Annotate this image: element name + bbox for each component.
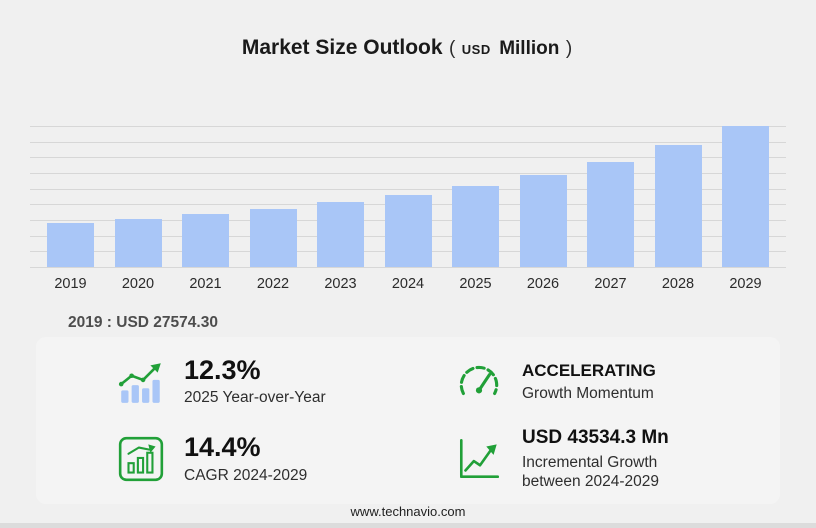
bars <box>30 126 786 267</box>
stat-incremental-text: USD 43534.3 Mn Incremental Growth betwee… <box>522 427 712 492</box>
bar-2027 <box>587 161 634 267</box>
title-currency: USD <box>461 42 491 57</box>
stat-momentum-value: ACCELERATING <box>522 360 656 380</box>
gridline <box>30 141 786 143</box>
gridline <box>30 157 786 159</box>
plot-area <box>30 126 786 268</box>
stat-cell-momentum: ACCELERATING Growth Momentum <box>408 343 780 421</box>
bar-2022 <box>249 208 297 267</box>
bar-2019 <box>47 223 94 267</box>
x-tick-2024: 2024 <box>391 276 425 292</box>
stat-cagr-text: 14.4% CAGR 2024-2029 <box>184 433 307 485</box>
gridline <box>30 188 786 190</box>
stat-yoy-label: 2025 Year-over-Year <box>184 389 326 407</box>
x-tick-2026: 2026 <box>526 276 560 292</box>
bar-2023 <box>317 202 364 267</box>
gridline <box>30 173 786 174</box>
gridline <box>30 126 786 127</box>
x-tick-2025: 2025 <box>459 276 492 292</box>
x-tick-2028: 2028 <box>661 276 695 292</box>
website-link[interactable]: www.technavio.com <box>350 504 466 519</box>
stat-yoy-value: 12.3% <box>184 354 261 385</box>
bar-2020 <box>114 219 162 267</box>
stat-yoy: 12.3% 2025 Year-over-Year <box>116 354 326 408</box>
bar-chart: 2019 2020 2021 2022 2023 2024 2025 2026 2027 2028… <box>30 126 786 292</box>
bar-2021 <box>182 214 229 267</box>
x-axis-labels: 2019 2020 2021 2022 2023 2024 2025 2026 2027 2028… <box>30 276 786 292</box>
stat-incremental: USD 43534.3 Mn Incremental Growth betwee… <box>454 427 712 492</box>
bar-2024 <box>384 195 432 267</box>
stat-momentum: ACCELERATING Growth Momentum <box>454 357 656 407</box>
title-paren-open: ( <box>449 38 456 59</box>
x-tick-2027: 2027 <box>594 276 627 292</box>
stat-yoy-text: 12.3% 2025 Year-over-Year <box>184 354 326 408</box>
gridline <box>30 267 786 268</box>
x-tick-2021: 2021 <box>189 276 222 292</box>
annotation-2019-value: 2019 : USD 27574.30 <box>68 314 218 331</box>
cagr-chart-icon <box>118 437 164 482</box>
stat-incremental-label: Incremental Growth between 2024-2029 <box>522 453 660 491</box>
stat-cagr-label: CAGR 2024-2029 <box>184 466 308 484</box>
stat-momentum-label: Growth Momentum <box>522 385 654 403</box>
stat-cell-cagr: 14.4% CAGR 2024-2029 <box>36 421 408 499</box>
title-unit: Million <box>499 38 560 59</box>
x-tick-2022: 2022 <box>256 276 290 292</box>
bottom-strip <box>0 523 816 528</box>
title-paren-close: ) <box>565 38 573 59</box>
page-title: Market Size Outlook ( USD Million ) <box>0 36 816 60</box>
bar-2028 <box>654 145 702 267</box>
bar-2029 <box>722 126 769 267</box>
stat-momentum-text: ACCELERATING Growth Momentum <box>522 360 656 404</box>
bar-2025 <box>452 186 499 267</box>
stat-cell-yoy: 12.3% 2025 Year-over-Year <box>36 343 408 421</box>
x-tick-2023: 2023 <box>324 276 357 292</box>
yoy-bars-growth-icon <box>118 363 161 403</box>
stat-cagr-value: 14.4% <box>184 432 261 463</box>
bar-2026 <box>519 175 567 267</box>
stats-panel: 12.3% 2025 Year-over-Year ACCELERATING G… <box>36 337 780 504</box>
x-tick-2019: 2019 <box>54 276 87 292</box>
x-tick-2029: 2029 <box>729 276 762 292</box>
stat-cell-incremental: USD 43534.3 Mn Incremental Growth betwee… <box>408 421 780 499</box>
incremental-growth-icon <box>459 439 500 479</box>
stat-cagr: 14.4% CAGR 2024-2029 <box>116 433 307 485</box>
stat-incremental-value: USD 43534.3 Mn <box>522 426 669 448</box>
x-tick-2020: 2020 <box>121 276 155 292</box>
speedometer-icon <box>459 365 499 395</box>
title-main: Market Size Outlook <box>241 36 443 59</box>
